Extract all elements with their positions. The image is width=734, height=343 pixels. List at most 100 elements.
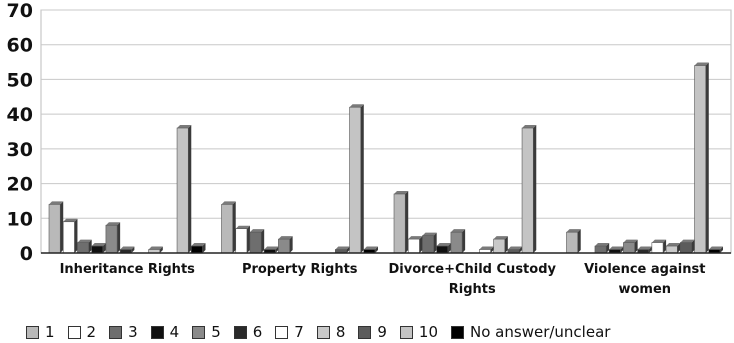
bar-front [105,224,118,254]
bar [235,225,250,254]
category-label: Inheritance Rights [60,262,196,277]
bar-top [363,246,378,250]
legend-swatch [451,325,465,339]
bar-side [289,236,293,253]
bar-side [663,239,667,253]
bar-side [634,239,638,253]
bar-top [191,243,206,247]
legend-item: 3 [109,323,138,341]
bar-side [705,62,709,253]
bar-top [408,236,423,240]
bar [436,243,451,254]
bar-side [261,229,265,253]
bar [521,125,537,254]
bar-top [594,243,610,247]
bar-top [436,243,451,247]
bar-top [235,225,250,229]
bar-side [648,246,652,253]
bar [493,236,508,254]
bar-front [694,65,707,254]
legend-swatch [399,325,413,339]
bar [176,125,192,254]
legend-item: 10 [399,323,438,341]
category-labels: Inheritance Rights Property Rights Divorce… [60,262,706,297]
legend-item: 2 [67,323,97,341]
bar-side [74,218,78,253]
y-tick-label: 30 [7,139,33,161]
bar-front [407,238,420,254]
bar-top [49,201,64,205]
bar [119,246,135,254]
bar-front [62,221,75,254]
bar [91,243,106,254]
bar-chart: 0 10 20 30 40 50 60 70 Inheritance Rights Proper… [7,0,732,297]
bar-top [177,125,192,129]
bar-side [202,243,206,253]
bar [422,232,437,254]
bar-top [609,246,624,250]
bar-front [450,231,463,254]
legend-label: 9 [377,323,387,341]
bar-top [507,246,523,250]
legend-label: 5 [211,323,221,341]
bar [608,246,624,254]
legend-label: 3 [128,323,138,341]
legend-swatch [316,325,330,339]
legend: 1 2 3 4 5 6 7 8 9 10 No answer/unclear [0,322,734,342]
bar-side [346,246,350,253]
bar [249,229,265,254]
bar-side [419,236,423,253]
bar [349,104,364,254]
legend-item: 7 [275,323,304,341]
y-tick-label: 70 [7,0,33,22]
legend-item: 5 [192,323,221,341]
bar-side [88,239,92,253]
legend-swatch [275,325,289,339]
category-label: Violence against [584,262,705,277]
bar [335,246,350,254]
legend-item: 9 [358,323,387,341]
bar-side [606,243,610,253]
bar [393,190,409,254]
bar-top [278,236,293,240]
bar [479,246,494,254]
bar-front [48,204,61,254]
bar-side [375,246,378,253]
bar-side [232,201,236,253]
bar-side [360,104,364,253]
y-axis-tick-labels: 0 10 20 30 40 50 60 70 [7,0,33,265]
bar [708,246,723,254]
bar-top [120,246,135,250]
bar-top [708,246,723,250]
bar-top [637,246,652,250]
legend-label: 4 [169,323,180,341]
legend-swatch [150,325,164,339]
bar [48,201,64,254]
bar-top [63,218,78,222]
legend-label: 7 [294,323,304,341]
bar [62,218,78,254]
bar-side [519,246,523,253]
legend-label: 1 [45,323,55,341]
bar [594,243,610,254]
bar [363,246,378,254]
bar-top [493,236,508,240]
bar-side [533,125,537,253]
bar-top [77,239,92,243]
bar-side [405,190,409,253]
bar-front [623,242,635,254]
bar-front [278,238,290,254]
bar [77,239,92,254]
bar-front [393,193,406,254]
bar-front [235,228,248,254]
bar-top [105,222,121,226]
bar [665,243,681,254]
bar-front [493,238,506,254]
bar-side [462,229,466,253]
bar [694,62,709,254]
bar-top [349,104,364,108]
legend-swatch [109,325,123,339]
legend-item: No answer/unclear [451,323,610,341]
bar-side [159,246,163,253]
legend-label: 2 [86,323,97,341]
